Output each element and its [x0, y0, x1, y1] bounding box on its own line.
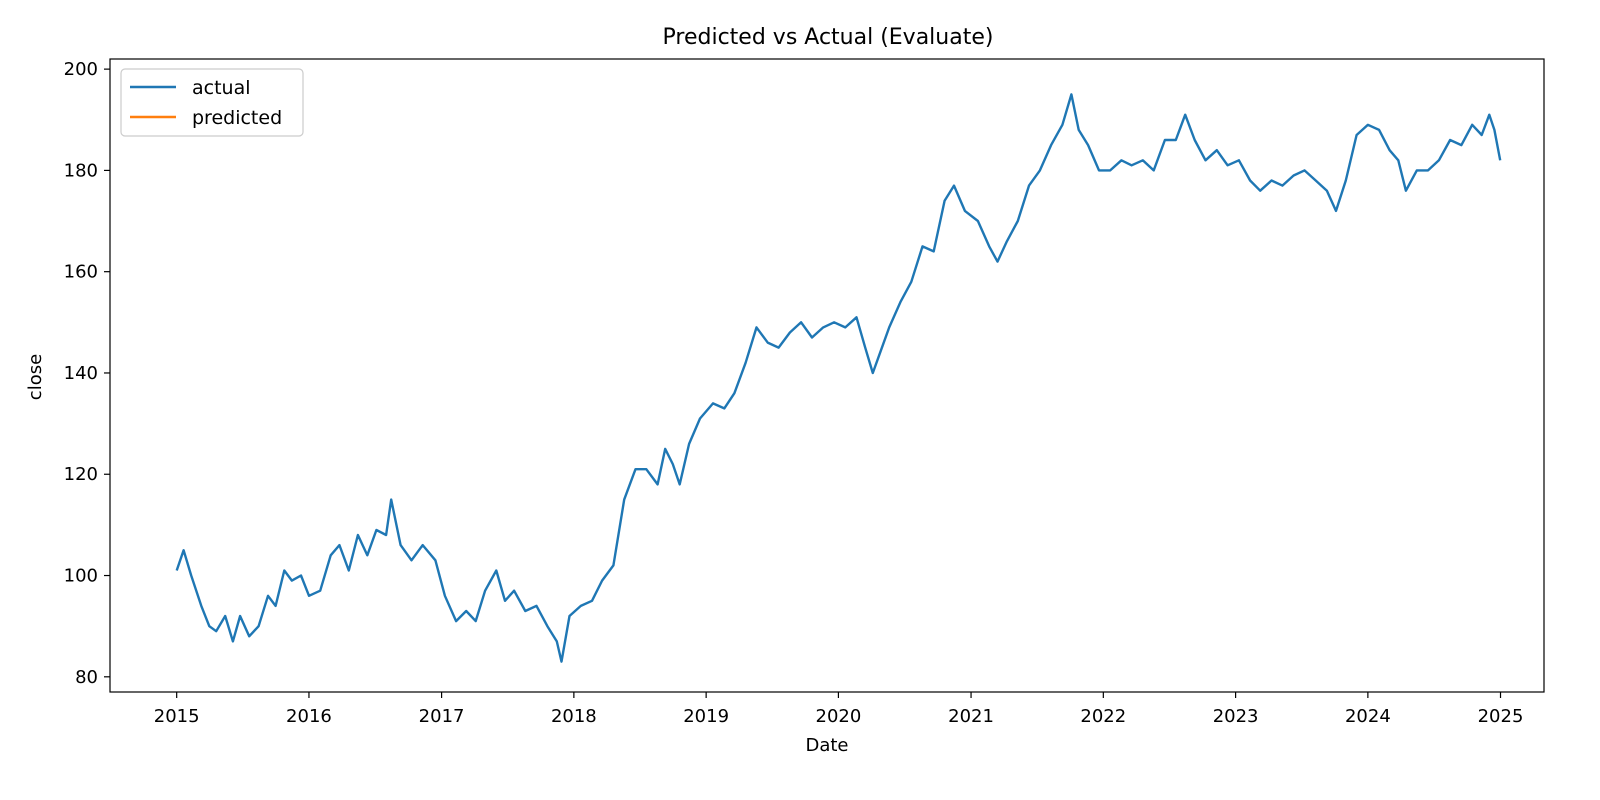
legend-label-actual: actual	[192, 77, 251, 99]
x-axis-label: Date	[805, 735, 848, 756]
y-tick-label: 120	[64, 464, 98, 485]
legend-label-predicted: predicted	[192, 107, 282, 129]
y-tick-label: 200	[64, 59, 98, 80]
y-tick-label: 140	[64, 363, 98, 384]
y-tick-label: 160	[64, 262, 98, 283]
x-tick-label: 2023	[1213, 706, 1259, 727]
x-tick-label: 2025	[1478, 706, 1524, 727]
plot-area	[175, 93, 1502, 663]
series-line-actual	[175, 93, 1502, 663]
x-tick-label: 2019	[683, 706, 729, 727]
x-tick-label: 2021	[948, 706, 994, 727]
y-tick-label: 80	[75, 667, 98, 688]
legend: actual predicted	[120, 68, 304, 137]
x-tick-label: 2017	[419, 706, 465, 727]
x-tick-label: 2015	[154, 706, 200, 727]
y-axis-label: close	[25, 354, 46, 400]
y-tick-label: 100	[64, 566, 98, 587]
y-axis: 80 100 120 140 160 180 200	[64, 59, 110, 688]
chart-title: Predicted vs Actual (Evaluate)	[663, 25, 994, 50]
x-tick-label: 2016	[286, 706, 332, 727]
x-tick-label: 2024	[1345, 706, 1391, 727]
x-axis: 2015 2016 2017 2018 2019 2020 2021 2022 2023 2024…	[154, 692, 1524, 727]
plot-frame	[109, 58, 1545, 693]
x-tick-label: 2022	[1080, 706, 1126, 727]
x-tick-label: 2018	[551, 706, 597, 727]
y-tick-label: 180	[64, 160, 98, 181]
x-tick-label: 2020	[816, 706, 862, 727]
